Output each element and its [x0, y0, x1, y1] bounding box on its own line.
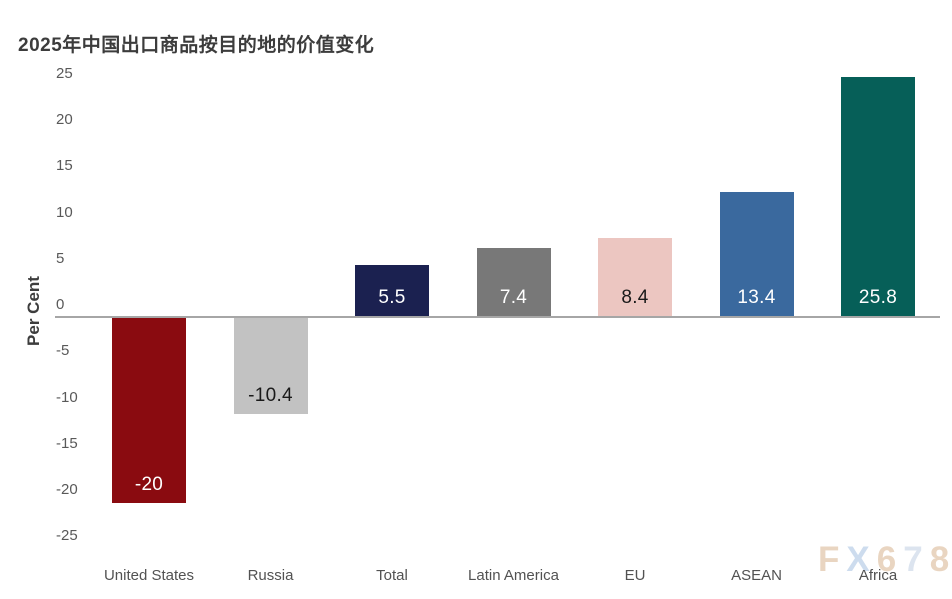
y-axis-tick-label: 25 [56, 64, 73, 82]
x-axis-tick-label: Russia [247, 567, 294, 584]
y-axis-tick-label: -20 [56, 481, 78, 498]
zero-baseline [55, 316, 940, 318]
bar-latin-america: 7.4 [476, 247, 551, 316]
bar-value-label: 5.5 [378, 287, 406, 308]
y-axis-label: Per Cent [24, 276, 43, 346]
x-axis-tick-label: Latin America [468, 567, 559, 584]
y-axis-tick-label: -10 [56, 388, 78, 406]
bar-value-label: -20 [134, 474, 164, 495]
x-axis-tick-label: United States [103, 567, 195, 584]
y-axis-tick-label: 5 [56, 249, 65, 267]
bar-asean: 13.4 [719, 192, 794, 316]
bar-total: 5.5 [355, 265, 429, 316]
y-axis-tick-label: 20 [56, 111, 73, 128]
bar-russia: -10.4 [233, 318, 308, 415]
bar-eu: 8.4 [598, 238, 672, 316]
y-axis-tick-label: -5 [56, 342, 70, 360]
bar-value-label: 7.4 [499, 286, 528, 308]
bar-value-label: 13.4 [737, 286, 776, 308]
chart-title: 2025年中国出口商品按目的地的价值变化 [18, 35, 375, 56]
bar-value-label: -10.4 [248, 385, 293, 407]
y-axis-tick-label: 10 [56, 203, 73, 221]
x-axis-tick-label: Africa [858, 567, 898, 584]
watermark: FX678 [818, 540, 952, 579]
bar-value-label: 8.4 [621, 286, 649, 308]
bar-united-states: -20 [112, 318, 186, 503]
x-axis-tick-label: EU [624, 567, 646, 584]
y-axis-tick-label: -25 [56, 527, 78, 545]
bar-value-label: 25.8 [858, 286, 898, 308]
bar-africa: 25.8 [841, 77, 915, 316]
y-axis-tick-label: -15 [56, 434, 78, 452]
y-axis-tick-label: 0 [56, 296, 65, 313]
y-axis-tick-label: 15 [56, 157, 73, 175]
x-axis-tick-label: Total [376, 567, 408, 584]
x-axis-tick-label: ASEAN [731, 567, 782, 584]
